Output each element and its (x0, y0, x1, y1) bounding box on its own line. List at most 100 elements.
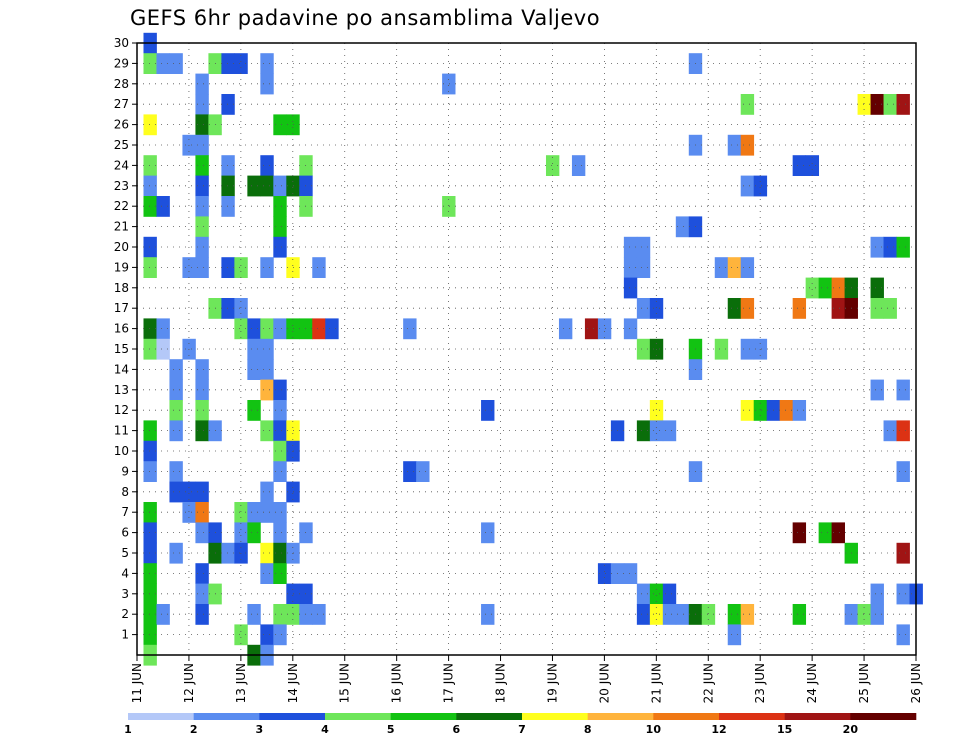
heatmap-cell (273, 379, 287, 401)
heatmap-cell (740, 175, 755, 197)
heatmap-cell (143, 53, 157, 74)
heatmap-cell (221, 257, 235, 278)
y-tick-label: 22 (114, 199, 129, 213)
heatmap-cell (169, 400, 183, 421)
heatmap-cell (416, 461, 430, 482)
y-tick-label: 17 (114, 301, 129, 315)
heatmap-cell (636, 236, 651, 258)
heatmap-cell (792, 298, 807, 319)
heatmap-cell (195, 196, 209, 217)
heatmap-cell (714, 338, 729, 360)
heatmap-cell (442, 196, 456, 217)
heatmap-cell (195, 257, 209, 278)
heatmap-cell (870, 379, 884, 401)
heatmap-cell (143, 196, 157, 217)
y-tick-label: 28 (114, 77, 129, 91)
heatmap-cell (247, 502, 261, 523)
heatmap-cell (883, 420, 897, 442)
heatmap-cell (481, 400, 495, 421)
x-tick-label: 13 JUN (234, 663, 248, 703)
heatmap-cells (143, 32, 923, 666)
heatmap-cell (675, 216, 690, 238)
heatmap-cell (792, 400, 807, 421)
heatmap-cell (792, 522, 807, 544)
heatmap-cell (792, 604, 807, 625)
heatmap-cell (714, 257, 729, 278)
heatmap-cell (312, 318, 326, 340)
legend-tick-label: 8 (584, 723, 592, 736)
heatmap-cell (143, 542, 157, 564)
heatmap-cell (221, 542, 235, 564)
heatmap-cell (273, 542, 287, 564)
heatmap-cell (195, 400, 209, 421)
heatmap-cell (636, 338, 651, 360)
heatmap-cell (649, 298, 664, 319)
heatmap-cell (727, 604, 742, 625)
x-tick-label: 23 JUN (753, 663, 767, 703)
heatmap-cell (156, 338, 170, 360)
heatmap-cell (221, 94, 235, 115)
heatmap-cell (195, 216, 209, 238)
heatmap-cell (260, 624, 274, 646)
heatmap-cell (143, 624, 157, 646)
legend-swatch (719, 713, 785, 720)
y-tick-label: 25 (114, 138, 129, 152)
heatmap-cell (169, 420, 183, 442)
heatmap-cell (195, 420, 209, 442)
heatmap-cell (896, 94, 910, 115)
heatmap-cell (870, 236, 884, 258)
heatmap-cell (273, 420, 287, 442)
heatmap-cell (195, 583, 209, 605)
heatmap-cell (662, 420, 677, 442)
x-tick-label: 26 JUN (909, 663, 923, 703)
legend-tick-label: 12 (711, 723, 726, 736)
heatmap-cell (649, 400, 664, 421)
heatmap-cell (182, 257, 196, 278)
legend-swatch (784, 713, 851, 720)
y-tick-label: 3 (121, 587, 129, 601)
heatmap-cell (195, 359, 209, 380)
heatmap-cell (221, 196, 235, 217)
heatmap-cell (636, 298, 651, 319)
legend-tick-label: 1 (124, 723, 132, 736)
heatmap-cell (636, 583, 651, 605)
heatmap-cell (740, 257, 755, 278)
y-tick-label: 21 (114, 220, 129, 234)
x-tick-label: 24 JUN (805, 663, 819, 703)
y-tick-label: 19 (114, 260, 129, 274)
heatmap-cell (260, 257, 274, 278)
legend-tick-label: 2 (190, 723, 198, 736)
heatmap-cell (896, 583, 910, 605)
heatmap-cell (571, 155, 586, 176)
y-tick-label: 26 (114, 118, 129, 132)
heatmap-cell (234, 53, 248, 74)
heatmap-cell (805, 277, 820, 299)
heatmap-cell (896, 542, 910, 564)
heatmap-cell (195, 563, 209, 584)
x-tick-label: 18 JUN (494, 663, 508, 703)
y-tick-label: 29 (114, 56, 129, 70)
heatmap-cell (143, 155, 157, 176)
heatmap-cell (727, 298, 742, 319)
heatmap-cell (896, 461, 910, 482)
y-tick-label: 14 (114, 362, 129, 376)
heatmap-cell (831, 522, 845, 544)
heatmap-cell (805, 155, 820, 176)
y-tick-label: 15 (114, 342, 129, 356)
heatmap-cell (234, 624, 248, 646)
heatmap-cell (143, 257, 157, 278)
x-tick-label: 11 JUN (130, 663, 144, 703)
heatmap-cell (260, 155, 274, 176)
heatmap-cell (143, 440, 157, 462)
heatmap-cell (195, 155, 209, 176)
heatmap-cell (273, 400, 287, 421)
heatmap-cell (260, 563, 274, 584)
legend-swatch (850, 713, 917, 720)
heatmap-cell (312, 257, 326, 278)
legend-swatch (128, 713, 194, 720)
heatmap-cell (870, 277, 884, 299)
heatmap-cell (260, 359, 274, 380)
y-tick-label: 20 (114, 240, 129, 254)
y-tick-label: 11 (114, 424, 129, 438)
heatmap-cell (636, 604, 651, 625)
